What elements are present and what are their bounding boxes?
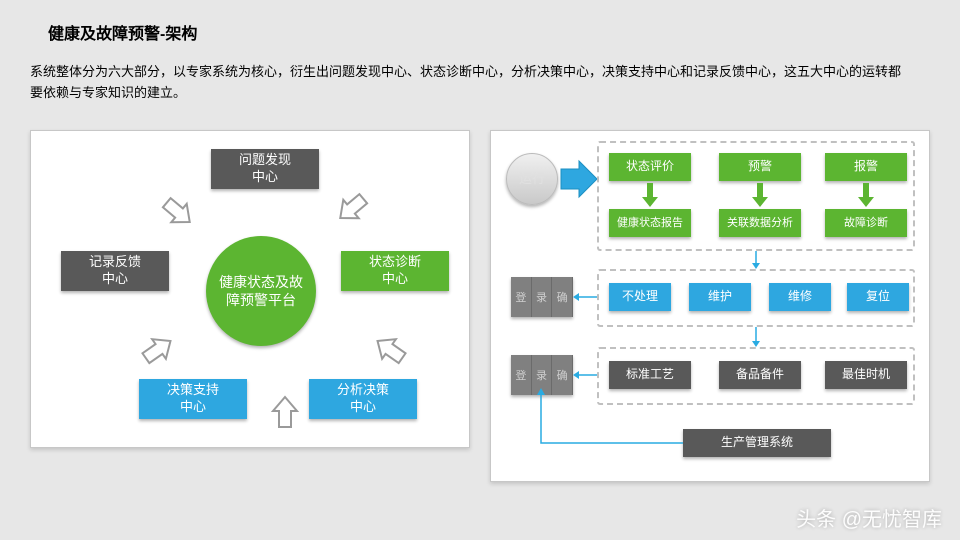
center-circle: 健康状态及故障预警平台	[206, 236, 316, 346]
cycle-arrow-icon	[265, 391, 305, 431]
node-record-feedback: 记录反馈 中心	[61, 251, 169, 291]
center-circle-label: 健康状态及故障预警平台	[214, 273, 308, 309]
thin-arrows	[491, 131, 931, 483]
page-title: 健康及故障预警-架构	[48, 20, 197, 44]
watermark-text: 头条 @无忧智库	[796, 503, 942, 532]
node-decision-support: 决策支持 中心	[139, 379, 247, 419]
node-analysis-decision: 分析决策 中心	[309, 379, 417, 419]
left-panel: 问题发现 中心状态诊断 中心分析决策 中心 决策支持 中心 记录反馈 中心 健康状态…	[30, 130, 470, 448]
node-status-diagnosis: 状态诊断 中心	[341, 251, 449, 291]
node-problem-discovery: 问题发现 中心	[211, 149, 319, 189]
cycle-arrow-icon	[361, 321, 417, 377]
right-panel: 运行 状态评价预警报警 健康状态报告关联数据分析故障诊断 不处理维护维修复位 标…	[490, 130, 930, 482]
cycle-arrow-icon	[323, 181, 379, 237]
cycle-arrow-icon	[151, 185, 207, 241]
page-description: 系统整体分为六大部分，以专家系统为核心，衍生出问题发现中心、状态诊断中心，分析决…	[30, 62, 910, 104]
cycle-arrow-icon	[131, 321, 187, 377]
